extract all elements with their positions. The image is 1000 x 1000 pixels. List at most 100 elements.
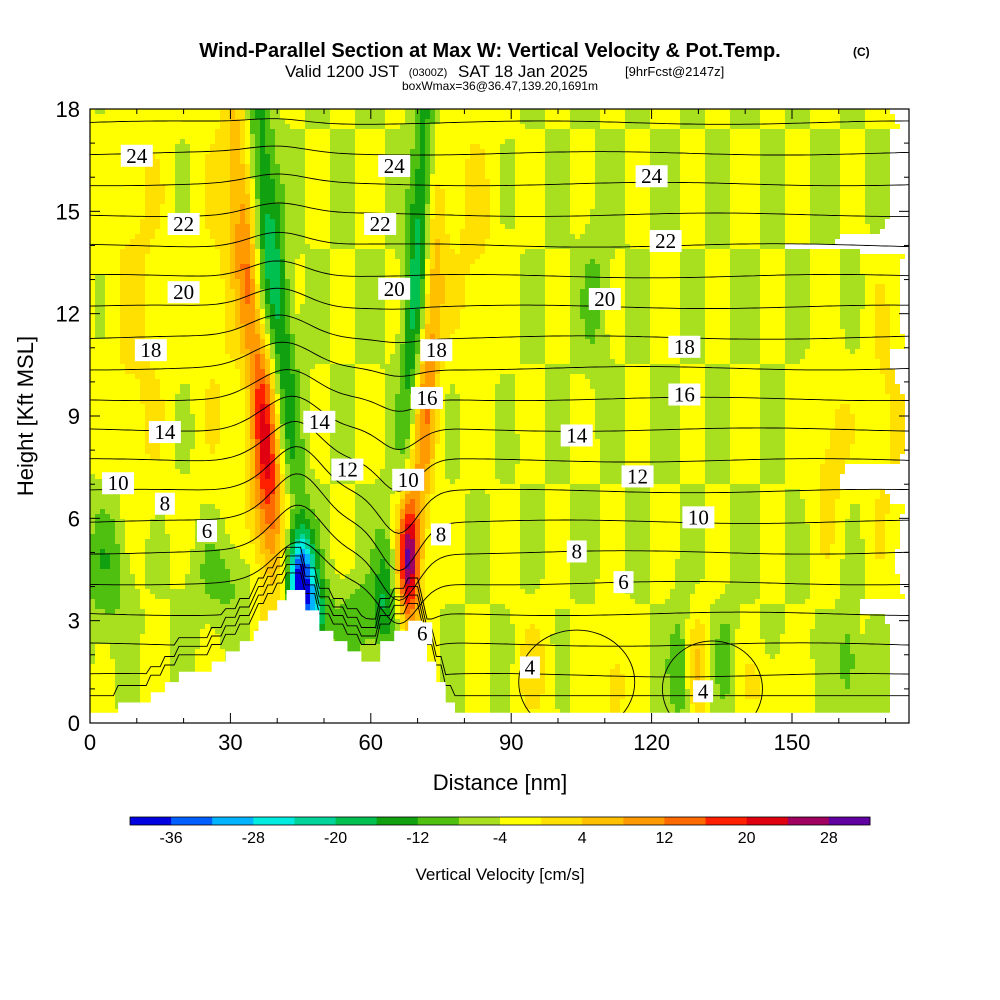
colorbar-swatch (458, 817, 501, 825)
theta-contour-label: 10 (392, 468, 425, 492)
colorbar-tick-label: 4 (578, 830, 587, 847)
label-backing (197, 519, 217, 542)
colorbar-frame (129, 816, 871, 826)
theta-label-text: 4 (525, 655, 536, 679)
label-backing (148, 421, 181, 444)
y-tick-label: 15 (56, 199, 80, 224)
isentrope-line (90, 260, 909, 279)
label-backing (668, 335, 701, 358)
label-backing (120, 144, 153, 167)
theta-contour-label: 6 (412, 621, 433, 645)
theta-label-text: 20 (173, 280, 194, 304)
theta-label-text: 14 (566, 423, 588, 447)
colorbar-tick-label: 12 (656, 830, 674, 847)
box-wmax-info: boxWmax=36@36.47,139.20,1691m (402, 79, 598, 93)
isentrope-line (90, 314, 909, 344)
label-backing (303, 410, 336, 433)
label-backing (431, 523, 451, 546)
theta-label-text: 8 (436, 522, 447, 546)
colorbar-swatch (253, 817, 295, 825)
isentrope-line (90, 420, 909, 492)
theta-contour-label: 6 (613, 570, 634, 594)
title-mark: (C) (853, 45, 870, 59)
theta-contour-label: 4 (693, 679, 714, 703)
colorbar-swatch (376, 817, 419, 825)
theta-label-text: 12 (627, 464, 648, 488)
label-backing (167, 281, 200, 304)
theta-label-text: 18 (674, 335, 695, 359)
colorbar-tick-label: -4 (493, 830, 507, 847)
colorbar-swatch (294, 817, 337, 825)
colorbar-tick-label: 20 (738, 830, 756, 847)
isentrope-line (90, 341, 909, 377)
subtitle-valid: Valid 1200 JST (285, 62, 399, 81)
theta-label-text: 24 (641, 164, 663, 188)
theta-contour-label: 6 (197, 519, 217, 543)
label-backing (635, 165, 668, 188)
colorbar-tick-label: -20 (324, 830, 347, 847)
colorbar-swatch (417, 817, 460, 825)
theta-contour-label: 12 (621, 464, 654, 488)
label-backing (331, 458, 364, 481)
theta-contour-label: 18 (420, 338, 453, 362)
x-tick-label: 90 (499, 730, 523, 755)
theta-contour-label: 14 (148, 420, 181, 444)
theta-label-text: 18 (140, 338, 161, 362)
y-tick-label: 9 (68, 404, 80, 429)
theta-label-text: 16 (416, 386, 437, 410)
theta-label-text: 22 (173, 212, 194, 236)
label-backing (613, 571, 634, 594)
x-tick-label: 150 (774, 730, 811, 755)
label-backing (621, 465, 654, 488)
colorbar-tick-label: -12 (406, 830, 429, 847)
colorbar-swatch (171, 817, 213, 825)
label-backing (649, 230, 682, 253)
theta-label-text: 24 (126, 144, 148, 168)
label-backing (412, 622, 433, 645)
label-backing (392, 468, 425, 491)
isentrope-line (90, 473, 909, 572)
isentrope-line (90, 173, 909, 187)
x-tick-label: 120 (633, 730, 670, 755)
x-axis: 0 30 60 90 120 150 (84, 109, 887, 755)
subtitle-forecast: [9hrFcst@2147z] (625, 64, 724, 79)
theta-contour-label: 8 (154, 492, 175, 516)
theta-label-text: 6 (202, 519, 213, 543)
theta-contour-label: 20 (378, 277, 411, 301)
isentrope-line (90, 231, 909, 248)
theta-contour-label: 8 (431, 522, 451, 546)
theta-contour-label: 14 (303, 410, 336, 434)
x-tick-label: 60 (359, 730, 383, 755)
y-tick-label: 3 (68, 609, 80, 634)
theta-contour-label: 12 (331, 458, 364, 482)
theta-contour-label: 22 (649, 229, 682, 253)
theta-contour-label: 16 (410, 386, 443, 410)
subtitle-utc: (0300Z) (409, 67, 448, 79)
theta-contour-label: 22 (364, 212, 397, 236)
isentrope-line (90, 563, 909, 678)
chart-title: Wind-Parallel Section at Max W: Vertical… (199, 40, 780, 62)
y-tick-label: 12 (56, 302, 80, 327)
y-tick-label: 6 (68, 506, 80, 531)
label-backing (364, 212, 397, 235)
colorbar-swatch (500, 817, 542, 825)
y-tick-label: 18 (56, 97, 80, 122)
isentrope-line (90, 369, 909, 412)
isentrope-line (90, 202, 909, 217)
colorbar-tick-label: 28 (820, 830, 838, 847)
colorbar-tick-label: -36 (160, 830, 183, 847)
subtitle-date: SAT 18 Jan 2025 (458, 62, 588, 81)
x-tick-label: 30 (218, 730, 242, 755)
isentrope-line (90, 555, 909, 647)
theta-label-text: 24 (384, 154, 406, 178)
colorbar-swatch (212, 817, 254, 825)
theta-label-text: 12 (337, 458, 358, 482)
theta-label-text: 18 (426, 338, 447, 362)
vertical-velocity-field (90, 109, 905, 723)
theta-label-text: 6 (618, 570, 629, 594)
colorbar-swatch (705, 817, 748, 825)
closed-contour (662, 640, 763, 723)
isentrope-line (90, 504, 909, 601)
